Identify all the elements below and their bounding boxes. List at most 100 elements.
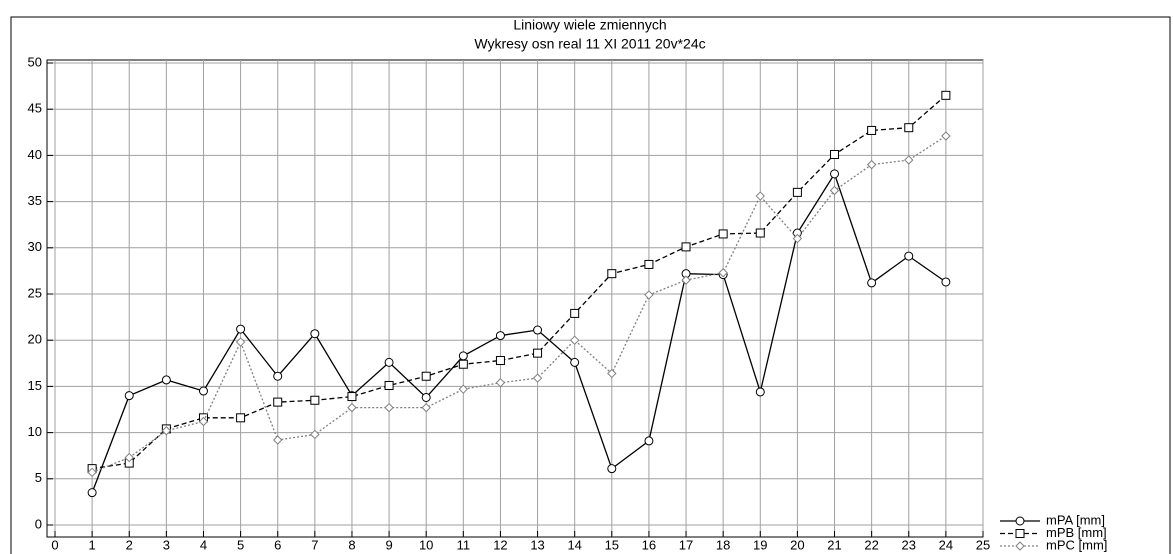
legend-marker xyxy=(1015,541,1025,551)
data-point xyxy=(904,251,914,261)
data-point xyxy=(161,426,172,436)
data-point xyxy=(384,380,394,390)
data-point xyxy=(458,351,468,361)
x-tick-label: 4 xyxy=(200,537,207,552)
y-tick-label: 5 xyxy=(35,470,42,485)
y-tick-label: 45 xyxy=(28,101,42,116)
series-line xyxy=(92,94,947,470)
legend-label: mPB [mm] xyxy=(1046,525,1107,540)
y-tick-label: 0 xyxy=(35,516,42,531)
y-tick-label: 20 xyxy=(28,332,42,347)
x-tick-label: 1 xyxy=(89,537,96,552)
data-point xyxy=(124,452,134,463)
x-tick-label: 17 xyxy=(679,537,693,552)
y-tick-label: 15 xyxy=(28,378,42,393)
data-point xyxy=(384,357,394,367)
x-tick-label: 20 xyxy=(790,537,804,552)
x-tick-label: 7 xyxy=(311,537,318,552)
x-tick-label: 23 xyxy=(902,537,916,552)
x-tick-label: 2 xyxy=(126,537,133,552)
x-tick-label: 0 xyxy=(51,537,58,552)
data-point xyxy=(533,348,543,358)
data-point xyxy=(384,402,394,413)
data-point xyxy=(904,155,914,165)
x-tick-label: 9 xyxy=(385,537,392,552)
x-tick-label: 6 xyxy=(274,537,281,552)
data-point xyxy=(310,395,320,405)
data-point xyxy=(347,402,357,413)
x-tick-label: 19 xyxy=(753,537,767,552)
data-point xyxy=(124,391,134,401)
x-tick-label: 14 xyxy=(567,537,581,552)
data-point xyxy=(607,464,617,474)
data-point xyxy=(421,371,431,381)
data-point xyxy=(236,324,246,334)
data-point xyxy=(532,373,543,383)
x-tick-label: 12 xyxy=(493,537,507,552)
data-point xyxy=(458,384,469,394)
data-point xyxy=(792,233,803,244)
data-point xyxy=(310,429,320,440)
series-line xyxy=(91,135,947,473)
x-tick-label: 18 xyxy=(716,537,730,552)
data-point xyxy=(347,392,357,402)
data-point xyxy=(570,357,580,367)
data-point xyxy=(681,242,691,252)
x-tick-label: 10 xyxy=(419,537,433,552)
legend-marker xyxy=(1015,516,1025,526)
data-point xyxy=(830,169,840,179)
x-tick-label: 3 xyxy=(163,537,170,552)
data-point xyxy=(236,413,246,423)
x-tick-label: 22 xyxy=(864,537,878,552)
chart-title: Liniowy wiele zmiennych xyxy=(513,17,666,33)
data-point xyxy=(273,397,283,407)
data-point xyxy=(310,329,320,339)
data-point xyxy=(569,335,580,345)
data-point xyxy=(458,359,468,369)
x-tick-label: 8 xyxy=(348,537,355,552)
data-point xyxy=(718,229,728,239)
data-point xyxy=(830,149,840,159)
legend-marker xyxy=(1015,529,1025,538)
data-point xyxy=(273,435,283,445)
data-point xyxy=(644,259,654,269)
legend-label: mPA [mm] xyxy=(1046,512,1105,527)
data-point xyxy=(533,325,543,335)
y-tick-label: 35 xyxy=(28,193,42,208)
data-point xyxy=(495,377,506,388)
y-tick-label: 50 xyxy=(28,54,42,69)
data-point xyxy=(87,467,97,478)
series-line xyxy=(91,172,947,493)
data-point xyxy=(755,387,765,397)
x-tick-label: 11 xyxy=(457,537,471,552)
data-point xyxy=(904,123,914,133)
x-tick-label: 24 xyxy=(939,537,953,552)
data-point xyxy=(421,392,431,402)
data-point xyxy=(755,228,765,238)
data-point xyxy=(495,331,505,341)
data-point xyxy=(866,159,877,170)
y-tick-label: 10 xyxy=(28,424,42,439)
data-point xyxy=(273,371,283,381)
data-point xyxy=(607,269,617,279)
data-point xyxy=(644,290,654,300)
y-tick-label: 30 xyxy=(28,239,42,254)
data-point xyxy=(755,191,765,201)
data-point xyxy=(941,131,951,141)
data-point xyxy=(867,125,877,135)
data-point xyxy=(421,402,431,413)
x-tick-label: 16 xyxy=(642,537,656,552)
data-point xyxy=(87,488,97,498)
x-tick-label: 25 xyxy=(976,537,990,552)
x-tick-label: 21 xyxy=(827,537,841,552)
data-point xyxy=(570,308,580,318)
data-point xyxy=(792,187,802,197)
data-point xyxy=(941,90,951,100)
data-point xyxy=(867,278,877,288)
chart-subtitle: Wykresy osn real 11 XI 2011 20v*24c xyxy=(474,36,705,52)
y-tick-label: 40 xyxy=(28,147,42,162)
data-point xyxy=(644,436,654,446)
data-point xyxy=(607,368,617,379)
x-tick-label: 5 xyxy=(237,537,244,552)
